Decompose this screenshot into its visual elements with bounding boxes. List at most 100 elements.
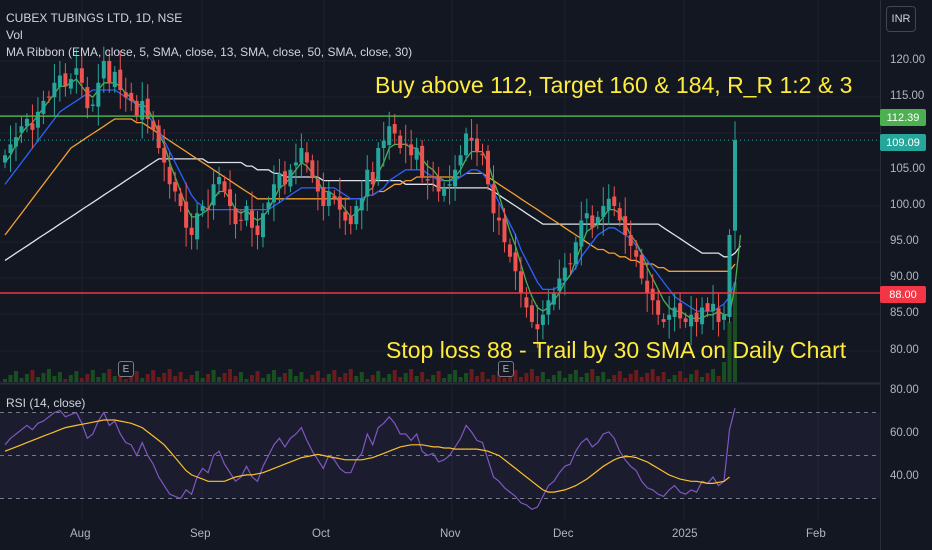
candle [453, 155, 458, 201]
candle [606, 184, 611, 225]
volume-bar [711, 369, 716, 382]
candle [107, 50, 112, 93]
candle [112, 66, 117, 93]
candle-body [700, 307, 705, 325]
candle [431, 161, 436, 192]
volume-bar [217, 377, 222, 382]
volume-bar [266, 374, 271, 382]
volume-bar [634, 370, 639, 382]
x-tick-label: Nov [440, 528, 461, 540]
candle [628, 220, 633, 261]
currency-button[interactable]: INR [886, 6, 916, 32]
volume-bar [79, 378, 84, 382]
candle [590, 205, 595, 238]
candle-body [551, 293, 556, 305]
candle-body [491, 184, 496, 214]
volume-bar [584, 373, 589, 382]
volume-bar [551, 375, 556, 382]
volume-bar [518, 377, 523, 382]
candle [486, 145, 491, 191]
candle [513, 233, 518, 291]
volume-bar [206, 374, 211, 382]
candle [167, 152, 172, 199]
candle-body [134, 100, 139, 116]
candle-body [217, 177, 222, 185]
volume-bar [370, 375, 375, 382]
volume-bar [727, 322, 732, 382]
volume-bar [403, 373, 408, 382]
candle [568, 253, 573, 275]
volume-bar [464, 373, 469, 382]
candle-body [271, 184, 276, 203]
candle [140, 82, 145, 139]
candle-body [469, 137, 474, 141]
candle-body [249, 210, 254, 228]
candle-body [321, 187, 326, 206]
candle-body [568, 263, 573, 265]
volume-bar [337, 377, 342, 382]
candle [562, 253, 567, 296]
volume-bar [579, 377, 584, 382]
volume-bar [359, 372, 364, 382]
earnings-marker-icon[interactable]: E [498, 361, 514, 377]
volume-bar [475, 376, 480, 382]
candle [266, 196, 271, 215]
candle [189, 213, 194, 250]
candle [518, 256, 523, 308]
candle-body [107, 61, 112, 83]
candle-body [496, 217, 501, 221]
candle [30, 104, 35, 149]
y-tick-label: 115.00 [890, 90, 925, 102]
candle-body [79, 68, 84, 83]
candle [623, 197, 628, 254]
candle [359, 179, 364, 230]
candle [195, 203, 200, 250]
volume-bar [650, 369, 655, 382]
candle [667, 295, 672, 339]
candle-body [24, 119, 29, 127]
candle-body [239, 219, 244, 221]
horizontal-levels[interactable] [0, 115, 880, 294]
x-tick-label: 2025 [672, 528, 698, 540]
volume-bar [683, 378, 688, 382]
candle-body [74, 68, 79, 75]
rsi-band [0, 412, 880, 499]
buy-annotation[interactable]: Buy above 112, Target 160 & 184, R_R 1:2… [375, 72, 853, 98]
ma-ribbon-label: MA Ribbon (EMA, close, 5, SMA, close, 13… [6, 45, 413, 59]
x-tick-label: Oct [312, 528, 330, 540]
candle-body [310, 160, 315, 177]
volume-bar [689, 374, 694, 382]
volume-bar [195, 371, 200, 382]
earnings-marker-icon[interactable]: E [118, 361, 134, 377]
candle-body [634, 250, 639, 257]
symbol-title[interactable]: CUBEX TUBINGS LTD, 1D, NSE [6, 11, 183, 25]
candle [595, 211, 600, 230]
candle-body [656, 300, 661, 315]
volume-bar [249, 375, 254, 382]
candle-body [727, 235, 732, 317]
candle [19, 116, 24, 143]
ema5-line [4, 78, 742, 320]
candle [475, 124, 480, 167]
volume-bar [409, 369, 414, 382]
volume-bar [189, 375, 194, 382]
volume-bar [74, 371, 79, 382]
volume-bar [178, 372, 183, 382]
candle [57, 61, 62, 102]
candle-body [41, 100, 46, 114]
candle-body [442, 187, 447, 196]
candle-body [716, 308, 721, 322]
candle [41, 90, 46, 125]
volume-bar [376, 371, 381, 382]
volume-bar [41, 373, 46, 382]
candle-body [293, 162, 298, 166]
y-tick-label: 120.00 [890, 54, 926, 66]
candle-body [689, 314, 694, 327]
volume-bar [392, 370, 397, 382]
volume-bar [35, 377, 40, 382]
candle [96, 63, 101, 126]
candle-body [447, 184, 452, 186]
candle-body [173, 182, 178, 192]
stop-annotation[interactable]: Stop loss 88 - Trail by 30 SMA on Daily … [386, 337, 847, 363]
